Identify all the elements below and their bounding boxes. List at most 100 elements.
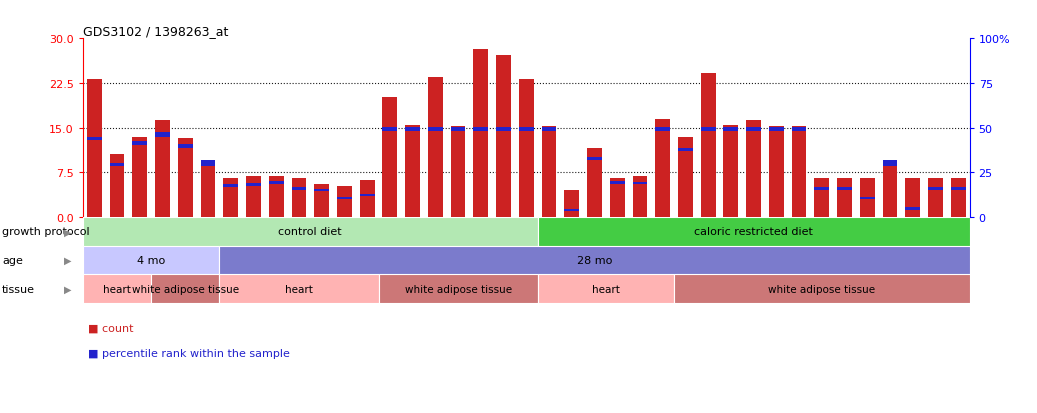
- Text: ■ count: ■ count: [88, 323, 134, 333]
- Bar: [837, 188, 852, 191]
- Bar: [882, 161, 897, 217]
- Text: ■ percentile rank within the sample: ■ percentile rank within the sample: [88, 348, 290, 358]
- Bar: [314, 185, 329, 217]
- Bar: [541, 128, 557, 131]
- Bar: [701, 128, 716, 131]
- Bar: [791, 128, 807, 131]
- Bar: [518, 80, 534, 217]
- Bar: [951, 188, 965, 191]
- Bar: [814, 188, 830, 191]
- Bar: [83, 246, 220, 275]
- Text: white adipose tissue: white adipose tissue: [768, 284, 875, 294]
- Bar: [674, 275, 970, 304]
- Bar: [769, 127, 784, 217]
- Bar: [791, 127, 807, 217]
- Bar: [633, 177, 647, 217]
- Bar: [633, 182, 647, 185]
- Bar: [587, 149, 601, 217]
- Bar: [83, 275, 151, 304]
- Bar: [655, 128, 670, 131]
- Text: heart: heart: [103, 284, 131, 294]
- Bar: [837, 179, 852, 217]
- Bar: [405, 125, 420, 217]
- Text: heart: heart: [592, 284, 620, 294]
- Bar: [814, 179, 830, 217]
- Bar: [200, 165, 216, 217]
- Bar: [133, 137, 147, 217]
- Bar: [220, 275, 379, 304]
- Text: growth protocol: growth protocol: [2, 227, 89, 237]
- Bar: [474, 128, 488, 131]
- Bar: [564, 210, 579, 211]
- Text: white adipose tissue: white adipose tissue: [404, 284, 511, 294]
- Bar: [383, 97, 397, 217]
- Text: 4 mo: 4 mo: [137, 256, 165, 266]
- Bar: [678, 149, 693, 152]
- Bar: [110, 155, 124, 217]
- Text: white adipose tissue: white adipose tissue: [132, 284, 239, 294]
- Bar: [610, 182, 624, 185]
- Text: ▶: ▶: [64, 284, 72, 294]
- Bar: [928, 179, 943, 217]
- Bar: [905, 179, 920, 217]
- Bar: [337, 187, 352, 217]
- Bar: [564, 191, 579, 217]
- Bar: [291, 188, 306, 191]
- Text: 28 mo: 28 mo: [577, 256, 612, 266]
- Bar: [541, 127, 557, 217]
- Bar: [269, 182, 283, 185]
- Bar: [747, 128, 761, 131]
- Bar: [151, 275, 220, 304]
- Bar: [314, 190, 329, 192]
- Bar: [360, 180, 374, 217]
- Bar: [451, 128, 466, 131]
- Bar: [83, 217, 537, 246]
- Bar: [291, 179, 306, 217]
- Bar: [587, 157, 601, 161]
- Text: control diet: control diet: [279, 227, 342, 237]
- Bar: [882, 161, 897, 167]
- Bar: [724, 128, 738, 131]
- Bar: [156, 133, 170, 137]
- Bar: [133, 142, 147, 146]
- Bar: [246, 177, 261, 217]
- Bar: [518, 128, 534, 131]
- Bar: [537, 217, 970, 246]
- Bar: [701, 74, 716, 217]
- Bar: [769, 128, 784, 131]
- Bar: [200, 161, 216, 167]
- Bar: [405, 128, 420, 131]
- Text: GDS3102 / 1398263_at: GDS3102 / 1398263_at: [83, 25, 228, 38]
- Bar: [678, 137, 693, 217]
- Bar: [655, 119, 670, 217]
- Bar: [905, 208, 920, 210]
- Bar: [537, 275, 674, 304]
- Bar: [496, 128, 511, 131]
- Bar: [428, 78, 443, 217]
- Bar: [87, 138, 102, 140]
- Bar: [951, 179, 965, 217]
- Text: heart: heart: [285, 284, 313, 294]
- Bar: [496, 56, 511, 217]
- Bar: [860, 179, 874, 217]
- Bar: [860, 198, 874, 199]
- Bar: [110, 163, 124, 167]
- Bar: [474, 50, 488, 217]
- Bar: [428, 128, 443, 131]
- Text: tissue: tissue: [2, 284, 35, 294]
- Bar: [337, 198, 352, 199]
- Bar: [87, 80, 102, 217]
- Bar: [223, 185, 239, 188]
- Text: age: age: [2, 256, 23, 266]
- Bar: [928, 188, 943, 191]
- Text: ▶: ▶: [64, 227, 72, 237]
- Bar: [360, 194, 374, 197]
- Bar: [269, 177, 283, 217]
- Bar: [747, 121, 761, 217]
- Bar: [223, 179, 239, 217]
- Bar: [383, 128, 397, 131]
- Bar: [178, 145, 193, 149]
- Bar: [379, 275, 537, 304]
- Text: caloric restricted diet: caloric restricted diet: [694, 227, 813, 237]
- Text: ▶: ▶: [64, 256, 72, 266]
